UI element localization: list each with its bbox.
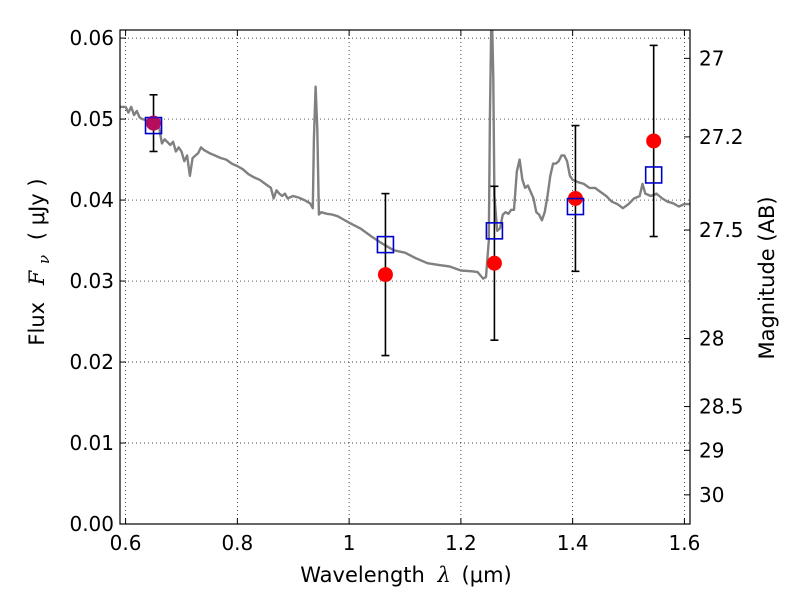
observed-flux-point [377, 267, 393, 283]
plot-frame [119, 29, 691, 525]
model-flux-square [566, 197, 585, 216]
magnitude-tick-label: 29 [699, 438, 724, 462]
magnitude-tick-label: 28.5 [699, 395, 744, 419]
magnitude-tick-label: 27.2 [699, 125, 744, 149]
x-axis-label-prefix: Wavelength [300, 563, 425, 587]
magnitude-tick-label: 28 [699, 327, 724, 351]
tick-layer: 0.6 0.8 1 1.2 1.4 1.6 0.00 0.01 0.02 0.03 0.04 0.05… [69, 26, 743, 555]
x-axis-label: Wavelength λ (μm) [300, 563, 511, 587]
y-tick-label: 0.06 [69, 26, 114, 50]
y-tick-label: 0.05 [69, 107, 114, 131]
y-tick-label: 0.03 [69, 269, 114, 293]
magnitude-axis-label: Magnitude (AB) [755, 196, 779, 359]
magnitude-tick-label: 27 [699, 46, 724, 70]
x-axis-label-unit: (μm) [462, 563, 512, 587]
y-tick-label: 0.00 [69, 512, 114, 536]
y-axis-label-subscript: ν [35, 255, 53, 264]
y-axis-label: Flux F ν ( μJy ) [25, 178, 54, 345]
x-axis-label-symbol: λ [437, 563, 451, 587]
y-axis-label-prefix: Flux [25, 302, 49, 346]
observed-flux-point [646, 133, 662, 149]
x-tick-label: 1 [343, 531, 356, 555]
y-axis-label-unit: ( μJy ) [25, 178, 49, 240]
model-flux-square [485, 222, 504, 240]
y-tick-label: 0.04 [69, 188, 114, 212]
x-tick-label: 0.8 [221, 531, 253, 555]
magnitude-tick-label: 30 [699, 483, 724, 507]
observed-flux-point [486, 255, 502, 271]
grid-lines [120, 30, 690, 525]
y-axis-label-symbol: F [25, 269, 49, 286]
x-tick-label: 0.6 [110, 531, 142, 555]
marker-layer [144, 115, 663, 283]
y-tick-label: 0.02 [69, 350, 114, 374]
model-flux-square [376, 235, 395, 254]
x-tick-label: 1.4 [557, 531, 589, 555]
model-flux-square [644, 166, 663, 184]
magnitude-tick-label: 27.5 [699, 218, 744, 242]
model-spectrum-line [120, 30, 690, 280]
x-tick-label: 1.6 [669, 531, 701, 555]
x-tick-label: 1.2 [445, 531, 477, 555]
model-spectrum-layer [120, 30, 690, 280]
overlap-marker [146, 115, 162, 131]
y-tick-label: 0.01 [69, 431, 114, 455]
